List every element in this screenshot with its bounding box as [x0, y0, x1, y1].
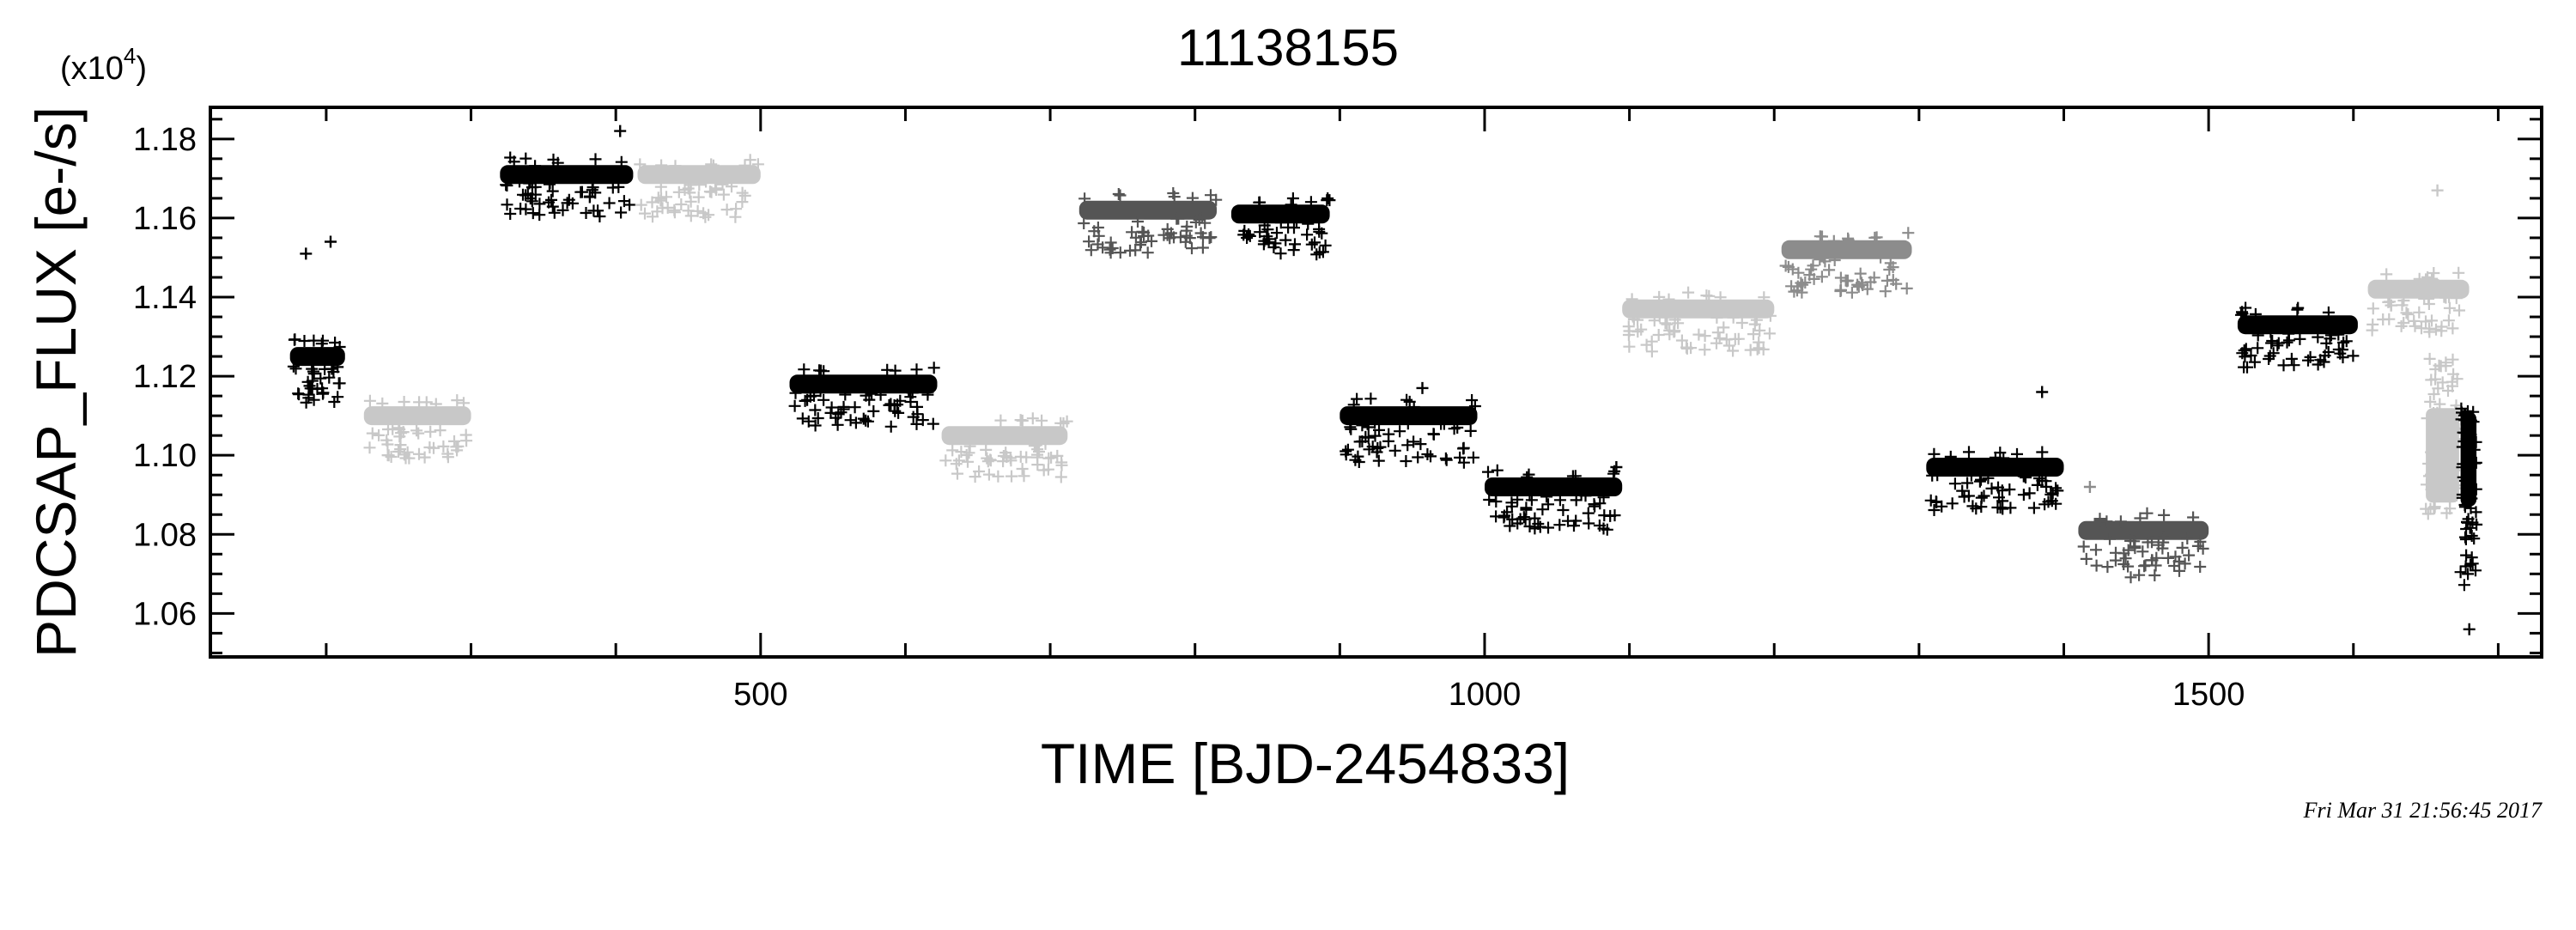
- quarter-13-scatter: [1924, 446, 2064, 516]
- outlier-point-7: [2083, 481, 2096, 493]
- quarter-6-points: [939, 412, 1073, 483]
- tail-segment-1-scatter: [2420, 352, 2465, 520]
- quarter-9-points: [1340, 392, 1481, 469]
- quarter-5-band: [789, 374, 938, 394]
- quarter-5-points: [788, 362, 940, 433]
- quarter-6-band: [941, 426, 1068, 446]
- plot-frame: [209, 106, 2543, 659]
- quarter-15-scatter: [2235, 301, 2360, 374]
- y-tick-label: 1.18: [133, 122, 197, 158]
- quarter-12-points: [1779, 227, 1915, 299]
- chart-title: 11138155: [1177, 19, 1399, 76]
- quarter-4-band: [637, 165, 761, 185]
- quarter-15-points: [2235, 301, 2360, 374]
- quarter-13-points: [1924, 446, 2064, 516]
- quarter-1-scatter: [287, 333, 346, 409]
- y-tick-label: 1.12: [133, 359, 197, 395]
- tail-segment-2-scatter: [2454, 402, 2483, 592]
- quarter-11-scatter: [1622, 286, 1777, 358]
- timestamp: Fri Mar 31 21:56:45 2017: [2303, 798, 2543, 823]
- quarter-4-points: [634, 154, 764, 223]
- quarter-7-points: [1078, 187, 1223, 259]
- data-points: [287, 125, 2483, 635]
- quarter-3-points: [500, 151, 636, 222]
- quarter-14-points: [2077, 507, 2209, 584]
- outlier-point-4: [1416, 381, 1429, 394]
- outlier-point-3: [614, 125, 627, 137]
- tail-segment-1: [2420, 352, 2465, 520]
- y-tick-label: 1.16: [133, 201, 197, 237]
- quarter-7-scatter: [1078, 187, 1223, 259]
- x-tick-label: 500: [733, 677, 787, 713]
- quarter-5-scatter: [788, 362, 940, 433]
- outlier-point-5: [1610, 461, 1623, 473]
- quarter-15-band: [2237, 315, 2358, 335]
- quarter-1-points: [287, 333, 346, 409]
- quarter-7-band: [1078, 200, 1217, 220]
- outlier-point-2: [325, 235, 337, 248]
- quarter-14-scatter: [2077, 507, 2209, 584]
- quarter-6-scatter: [939, 412, 1073, 483]
- quarter-11-points: [1622, 286, 1777, 358]
- y-tick-label: 1.06: [133, 596, 197, 632]
- quarter-8-band: [1230, 204, 1330, 224]
- y-scale-close: ): [136, 51, 147, 87]
- quarter-11-band: [1622, 299, 1775, 319]
- quarter-4-scatter: [634, 154, 764, 223]
- x-tick-label: 1000: [1449, 677, 1522, 713]
- quarter-3-band: [500, 165, 634, 185]
- quarter-2-scatter: [363, 394, 473, 465]
- y-scale-factor: (x104): [60, 43, 147, 87]
- outlier-point-8: [2431, 184, 2444, 197]
- outlier-point-6: [2036, 386, 2049, 398]
- quarter-2-points: [363, 394, 473, 465]
- quarter-1-band: [289, 347, 345, 367]
- y-scale-exponent: 4: [124, 43, 136, 69]
- outlier-point-1: [300, 247, 313, 260]
- quarter-12-band: [1781, 240, 1912, 259]
- quarter-10-points: [1482, 464, 1623, 536]
- y-scale-prefix: (x10: [60, 51, 124, 87]
- quarter-16-points: [2366, 266, 2470, 338]
- y-tick-label: 1.08: [133, 517, 197, 553]
- quarter-3-scatter: [500, 151, 636, 222]
- quarter-9-scatter: [1340, 392, 1481, 469]
- y-tick-label: 1.14: [133, 280, 197, 316]
- x-axis-label: TIME [BJD-2454833]: [1041, 732, 1570, 795]
- quarter-13-band: [1926, 458, 2064, 477]
- outlier-point-9: [2463, 623, 2476, 635]
- quarter-8-scatter: [1237, 192, 1336, 261]
- quarter-10-scatter: [1482, 464, 1621, 536]
- quarter-16-scatter: [2366, 266, 2465, 338]
- quarter-14-band: [2078, 520, 2209, 540]
- x-tick-label: 1500: [2172, 677, 2245, 713]
- tail-segment-2: [2454, 402, 2483, 592]
- quarter-12-scatter: [1779, 227, 1915, 299]
- y-axis-label: PDCSAP_FLUX [e-/s]: [24, 106, 88, 658]
- y-tick-label: 1.10: [133, 438, 197, 474]
- quarter-10-band: [1485, 477, 1623, 496]
- axes: 500 1000 1500 1.06 1.08 1.10 1.12 1.14 1.16 1.18: [133, 106, 2543, 713]
- quarter-2-band: [363, 406, 471, 426]
- quarter-8-points: [1230, 192, 1336, 261]
